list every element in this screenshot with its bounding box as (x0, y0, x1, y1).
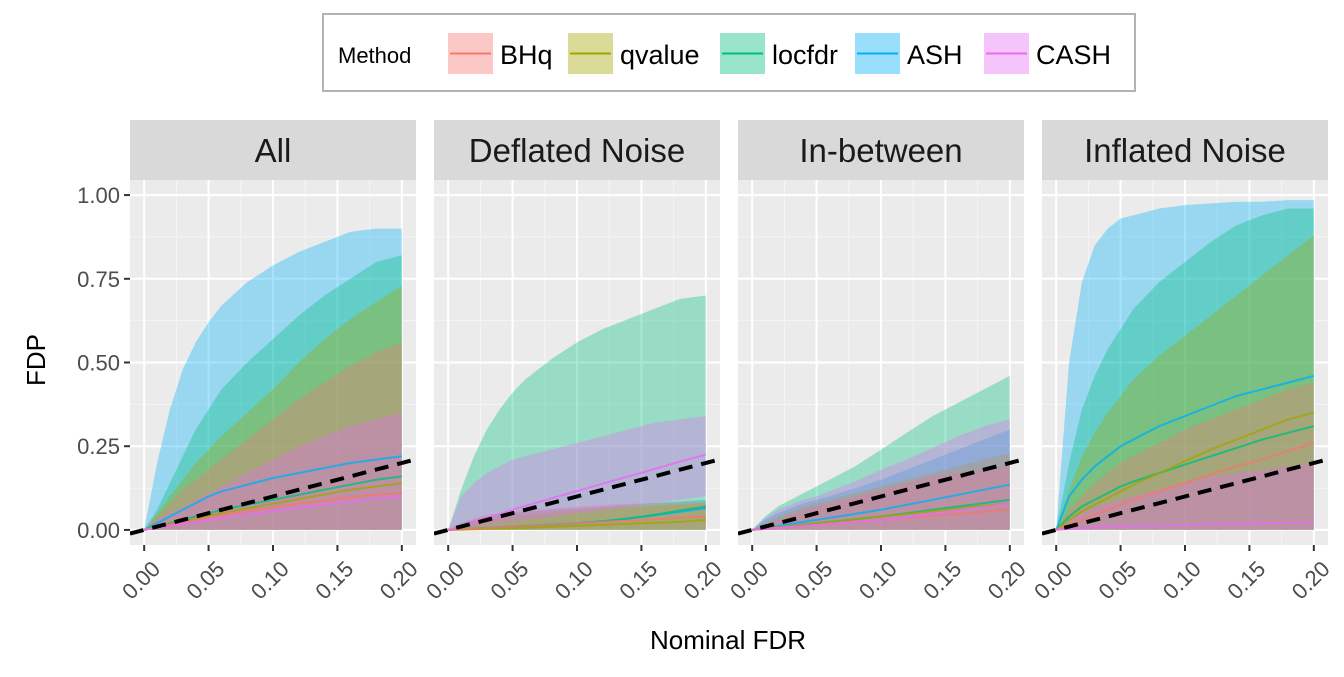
x-tick-label: 0.00 (1029, 556, 1077, 604)
y-tick-label: 0.75 (77, 267, 120, 292)
ribbon-locfdr (752, 375, 1010, 530)
x-tick-label: 0.15 (918, 556, 966, 604)
reference-line (738, 457, 1024, 536)
x-tick-label: 0.20 (679, 556, 727, 604)
panel-2: Deflated Noise 0.00 0.05 0.10 0.15 0.20 (421, 120, 727, 604)
legend-label-ash: ASH (907, 40, 963, 70)
median-line-qvalue (1055, 411, 1315, 531)
x-tick-label: 0.20 (375, 556, 423, 604)
ribbon-cash (752, 419, 1010, 530)
x-tick-label: 0.10 (550, 556, 598, 604)
ribbon-locfdr (448, 295, 706, 530)
x-tick-label: 0.05 (789, 556, 837, 604)
panel-title: Deflated Noise (469, 132, 685, 169)
y-tick-label: 1.00 (77, 183, 120, 208)
panel-title: Inflated Noise (1084, 132, 1286, 169)
median-line-ash (752, 483, 1010, 531)
panel-title: All (255, 132, 292, 169)
y-axis-label: FDP (21, 334, 51, 386)
x-tick-label: 0.10 (246, 556, 294, 604)
median-line-ash (143, 455, 402, 531)
x-tick-label: 0.05 (485, 556, 533, 604)
panel-3: In-between 0.00 0.05 0.10 0.15 0.20 (725, 120, 1031, 604)
legend-label-qvalue: qvalue (620, 40, 700, 70)
ribbon-locfdr (1056, 208, 1314, 530)
legend-label-cash: CASH (1036, 40, 1111, 70)
panel-strip (738, 120, 1024, 180)
ribbon-locfdr (144, 255, 402, 530)
median-line-cash (1056, 521, 1314, 531)
median-line-bhq (144, 492, 402, 531)
panel-series (738, 375, 1024, 536)
ribbon-bhq (144, 342, 402, 530)
panel-1: All 0.00 0.05 0.10 0.15 0.20 0.00 0.25 0.50 0.75 1… (77, 120, 423, 604)
ribbon-ash (448, 499, 706, 530)
median-line-cash (144, 495, 402, 531)
legend-title: Method (338, 43, 411, 68)
x-tick-label: 0.15 (310, 556, 358, 604)
panel-strip (130, 120, 416, 180)
x-tick-label: 0.15 (614, 556, 662, 604)
panel-series (130, 228, 416, 536)
ribbon-bhq (1056, 382, 1314, 530)
panel-series (1042, 200, 1328, 536)
x-axis-label: Nominal FDR (650, 625, 806, 655)
x-tick-label: 0.20 (983, 556, 1031, 604)
reference-line (434, 457, 720, 536)
x-tick-label: 0.00 (725, 556, 773, 604)
median-line-bhq (448, 515, 706, 531)
legend: Method BHq qvalue locfdr ASH CASH (322, 13, 1136, 92)
panel-title: In-between (799, 132, 962, 169)
ribbon-qvalue (1056, 235, 1314, 530)
panel-strip (1042, 120, 1328, 180)
x-tick-label: 0.00 (117, 556, 165, 604)
ribbon-cash (144, 412, 402, 530)
median-line-ash (1055, 374, 1315, 531)
panel-strip (434, 120, 720, 180)
panel-series (434, 295, 720, 536)
x-tick-label: 0.20 (1287, 556, 1335, 604)
legend-label-bhq: BHq (500, 40, 553, 70)
y-tick-label: 0.50 (77, 351, 120, 376)
panel-4: Inflated Noise 0.00 0.05 0.10 0.15 0.20 (1029, 120, 1335, 604)
x-tick-label: 0.05 (1093, 556, 1141, 604)
reference-line (1042, 457, 1328, 536)
median-line-cash (752, 502, 1010, 531)
x-tick-label: 0.05 (181, 556, 229, 604)
median-line-bhq (1055, 441, 1315, 531)
reference-line (130, 457, 416, 536)
median-line-cash (447, 453, 707, 531)
legend-label-locfdr: locfdr (772, 40, 838, 70)
median-line-locfdr (1055, 425, 1315, 531)
ribbon-qvalue (144, 285, 402, 530)
x-tick-label: 0.15 (1222, 556, 1270, 604)
x-tick-label: 0.10 (1158, 556, 1206, 604)
ribbon-ash (752, 429, 1010, 530)
ribbon-ash (144, 228, 402, 530)
x-tick-label: 0.10 (854, 556, 902, 604)
x-tick-label: 0.00 (421, 556, 469, 604)
median-line-qvalue (143, 482, 402, 531)
y-tick-label: 0.00 (77, 518, 120, 543)
y-tick-label: 0.25 (77, 434, 120, 459)
ribbon-cash (448, 416, 706, 530)
